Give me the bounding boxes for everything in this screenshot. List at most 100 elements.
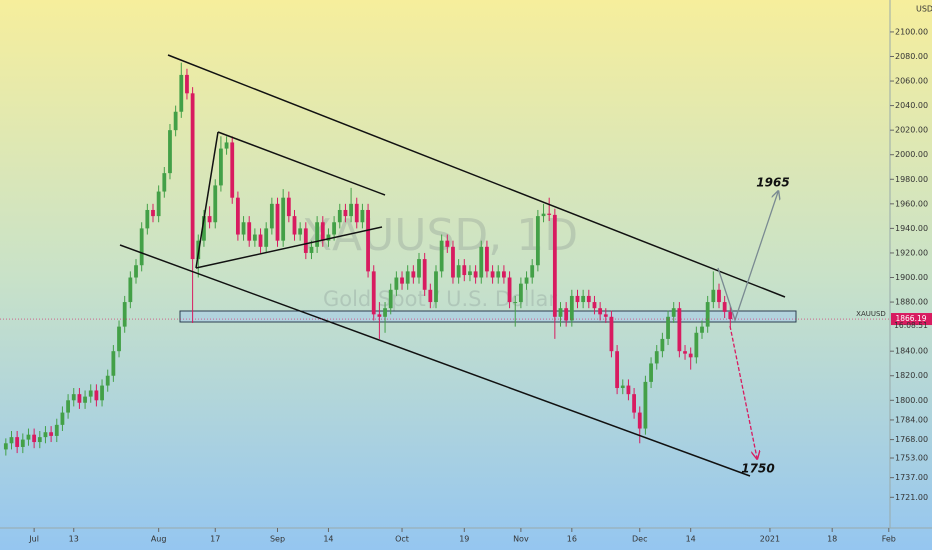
candle-body xyxy=(83,396,87,403)
candle-body xyxy=(518,283,523,303)
candle-body xyxy=(349,203,353,217)
candle-body xyxy=(151,209,155,217)
candle-body xyxy=(269,203,274,229)
y-tick-label: 1721.00 xyxy=(895,493,928,502)
candle-body xyxy=(173,111,178,131)
candle-body xyxy=(688,353,693,358)
candle-body xyxy=(541,213,546,217)
candle-body xyxy=(728,311,733,320)
candle-body xyxy=(683,351,687,354)
candle-body xyxy=(417,259,421,278)
candle-body xyxy=(54,424,59,436)
candle-body xyxy=(117,326,121,352)
candle-body xyxy=(286,197,291,217)
candle-body xyxy=(439,240,444,272)
candle-body xyxy=(139,228,144,266)
y-tick-label: 1980.00 xyxy=(895,175,928,184)
y-tick-label: 1840.00 xyxy=(895,347,928,356)
candle-body xyxy=(456,265,461,278)
triangle-bottom xyxy=(195,226,383,269)
candle-body xyxy=(219,148,223,186)
y-tick-label: 1920.00 xyxy=(895,248,928,257)
candle-body xyxy=(643,381,648,429)
candles xyxy=(3,62,733,456)
symbol-label: XAUUSD xyxy=(856,310,886,318)
candle-body xyxy=(400,277,404,284)
candle-body xyxy=(247,222,252,241)
candle-body xyxy=(575,295,580,303)
watermark-subtitle: Gold Spot / U.S. Dollar xyxy=(323,287,557,311)
candle-body xyxy=(281,197,286,241)
candle-body xyxy=(428,289,433,303)
candle-body xyxy=(94,390,99,401)
candle-body xyxy=(535,216,540,266)
candle-body xyxy=(717,289,721,303)
candle-body xyxy=(354,203,359,223)
candle-body xyxy=(366,209,370,272)
y-tick-label: 1737.00 xyxy=(895,473,928,482)
candle-body xyxy=(660,338,665,352)
candle-body xyxy=(128,277,133,303)
x-tick-label: 16 xyxy=(567,535,577,544)
candle-body xyxy=(513,302,518,304)
candle-body xyxy=(303,228,308,253)
candle-body xyxy=(411,271,416,278)
candle-body xyxy=(111,351,116,376)
candle-body xyxy=(162,173,167,192)
candle-body xyxy=(700,326,704,333)
candle-body xyxy=(235,197,240,235)
x-tick-label: 14 xyxy=(323,535,333,544)
candle-body xyxy=(71,394,76,401)
candle-body xyxy=(309,246,314,253)
target-label-up: 1965 xyxy=(756,176,789,190)
candle-body xyxy=(552,214,557,317)
candle-body xyxy=(190,93,195,260)
candle-body xyxy=(603,314,608,317)
candle-body xyxy=(677,308,682,352)
y-tick-label: 1800.00 xyxy=(895,396,928,405)
candle-body xyxy=(490,271,495,278)
candle-body xyxy=(609,316,614,352)
last-price-box xyxy=(891,313,932,326)
target-label-down: 1750 xyxy=(741,462,774,476)
candle-body xyxy=(394,277,399,290)
candle-body xyxy=(507,277,512,303)
candle-body xyxy=(60,412,65,425)
axes: 2100.00 2080.00 2060.00 2040.00 2020.00 2000.… xyxy=(0,27,932,544)
candle-body xyxy=(422,259,427,290)
x-tick-label: Dec xyxy=(632,535,647,544)
trendlines xyxy=(119,54,786,477)
candle-body xyxy=(32,434,37,443)
triangle-top xyxy=(217,131,386,196)
y-tick-label: 2040.00 xyxy=(895,101,928,110)
x-tick-label: 14 xyxy=(686,535,696,544)
candle-body xyxy=(3,443,8,450)
candle-body xyxy=(105,375,110,386)
candle-body xyxy=(360,209,365,223)
channel-bottom xyxy=(119,244,751,477)
candle-body xyxy=(9,437,14,444)
x-tick-label: 2021 xyxy=(760,535,780,544)
candle-body xyxy=(502,271,506,278)
candle-body xyxy=(581,295,586,303)
candle-body xyxy=(185,74,189,94)
candle-body xyxy=(626,385,631,395)
candle-body xyxy=(705,302,710,327)
candle-body xyxy=(485,246,489,272)
candle-body xyxy=(615,351,620,389)
y-tick-label: 2060.00 xyxy=(895,77,928,86)
candle-body xyxy=(451,246,455,278)
x-tick-label: Jul xyxy=(28,535,39,544)
y-tick-label: 1900.00 xyxy=(895,273,928,282)
candle-body xyxy=(371,271,376,315)
candle-body xyxy=(592,302,597,309)
currency-label: USD xyxy=(916,5,932,14)
candle-body xyxy=(496,271,501,278)
candle-body xyxy=(241,222,246,235)
candle-body xyxy=(558,308,563,317)
candle-body xyxy=(145,209,150,229)
candle-body xyxy=(275,203,280,241)
y-tick-label: 2000.00 xyxy=(895,150,928,159)
candle-body xyxy=(722,302,727,312)
